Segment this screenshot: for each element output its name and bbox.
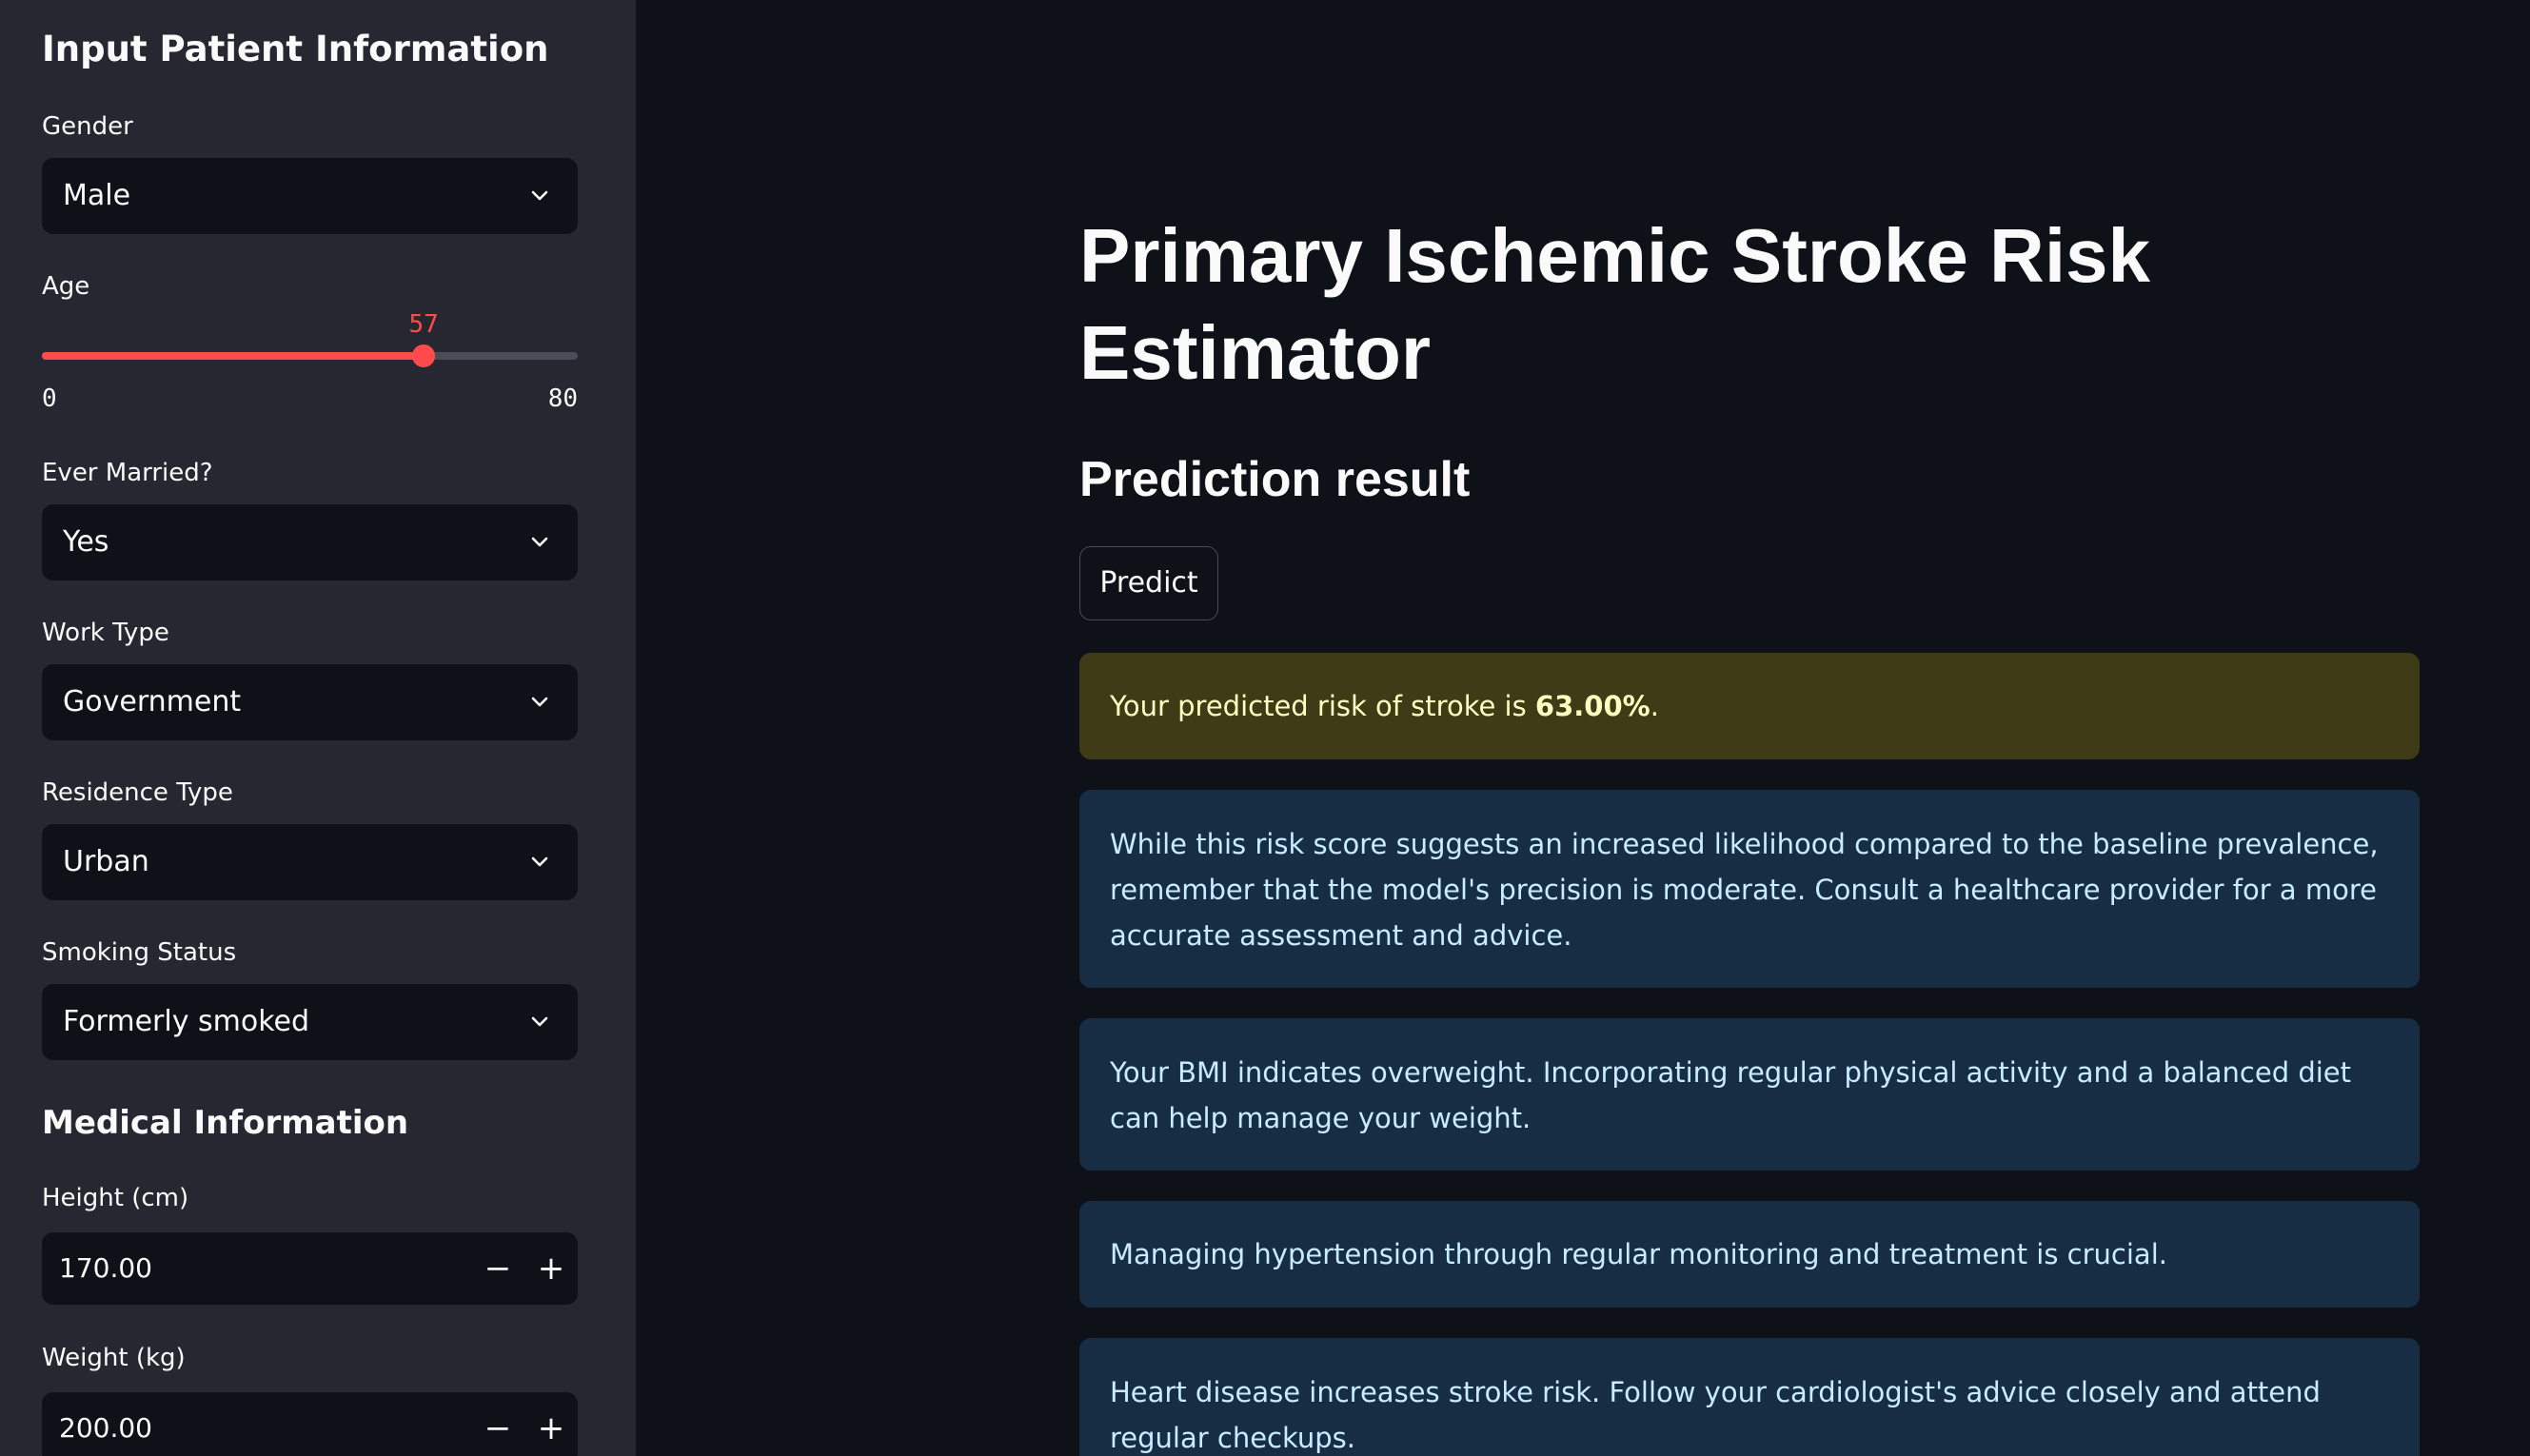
- work-type-value: Government: [63, 685, 242, 718]
- weight-increment-button[interactable]: +: [537, 1409, 565, 1447]
- weight-decrement-button[interactable]: −: [484, 1409, 512, 1447]
- gender-value: Male: [63, 179, 131, 212]
- height-decrement-button[interactable]: −: [484, 1249, 512, 1288]
- sidebar: Input Patient Information Gender Male Ag…: [0, 0, 636, 1456]
- smoking-status-value: Formerly smoked: [63, 1005, 309, 1038]
- sidebar-title: Input Patient Information: [42, 29, 549, 69]
- predict-button[interactable]: Predict: [1079, 546, 1218, 620]
- chevron-down-icon: [531, 856, 548, 867]
- medical-information-heading: Medical Information: [42, 1104, 409, 1142]
- residence-type-label: Residence Type: [42, 778, 233, 807]
- smoking-status-label: Smoking Status: [42, 938, 237, 967]
- page-title: Primary Ischemic Stroke Risk Estimator: [1079, 213, 2151, 395]
- risk-value: 63.00%: [1534, 690, 1650, 722]
- ever-married-select[interactable]: Yes: [42, 504, 578, 580]
- weight-input[interactable]: 200.00 − +: [42, 1392, 578, 1456]
- risk-suffix: .: [1650, 690, 1659, 722]
- info-message: While this risk score suggests an increa…: [1110, 828, 2379, 952]
- residence-type-select[interactable]: Urban: [42, 824, 578, 900]
- age-slider[interactable]: 57 0 80: [42, 305, 578, 419]
- slider-max: 80: [547, 384, 578, 413]
- ever-married-label: Ever Married?: [42, 459, 213, 487]
- info-message: Managing hypertension through regular mo…: [1110, 1238, 2167, 1270]
- info-message: Your BMI indicates overweight. Incorpora…: [1110, 1056, 2352, 1134]
- chevron-down-icon: [531, 190, 548, 201]
- ever-married-value: Yes: [63, 525, 109, 559]
- work-type-label: Work Type: [42, 619, 169, 647]
- info-alert: Managing hypertension through regular mo…: [1079, 1201, 2420, 1308]
- info-message: Heart disease increases stroke risk. Fol…: [1110, 1376, 2321, 1454]
- chevron-down-icon: [531, 537, 548, 547]
- info-alert: Your BMI indicates overweight. Incorpora…: [1079, 1018, 2420, 1171]
- weight-label: Weight (kg): [42, 1344, 186, 1372]
- risk-warning-alert: Your predicted risk of stroke is 63.00%.: [1079, 653, 2420, 759]
- risk-prefix: Your predicted risk of stroke is: [1110, 690, 1535, 722]
- gender-select[interactable]: Male: [42, 158, 578, 234]
- age-label: Age: [42, 272, 90, 301]
- info-alert: Heart disease increases stroke risk. Fol…: [1079, 1338, 2420, 1456]
- residence-type-value: Urban: [63, 845, 149, 878]
- height-value: 170.00: [59, 1252, 152, 1284]
- slider-thumb[interactable]: [412, 344, 436, 367]
- chevron-down-icon: [531, 1016, 548, 1027]
- slider-current-value: 57: [408, 310, 439, 339]
- height-input[interactable]: 170.00 − +: [42, 1232, 578, 1305]
- info-alert: While this risk score suggests an increa…: [1079, 790, 2420, 988]
- work-type-select[interactable]: Government: [42, 664, 578, 740]
- smoking-status-select[interactable]: Formerly smoked: [42, 984, 578, 1060]
- slider-min: 0: [42, 384, 57, 413]
- weight-value: 200.00: [59, 1412, 152, 1444]
- gender-label: Gender: [42, 112, 133, 141]
- main-content: Primary Ischemic Stroke Risk Estimator P…: [636, 0, 2530, 1456]
- height-label: Height (cm): [42, 1184, 189, 1212]
- prediction-result-heading: Prediction result: [1079, 452, 1471, 507]
- slider-fill: [42, 352, 425, 360]
- height-increment-button[interactable]: +: [537, 1249, 565, 1288]
- chevron-down-icon: [531, 697, 548, 707]
